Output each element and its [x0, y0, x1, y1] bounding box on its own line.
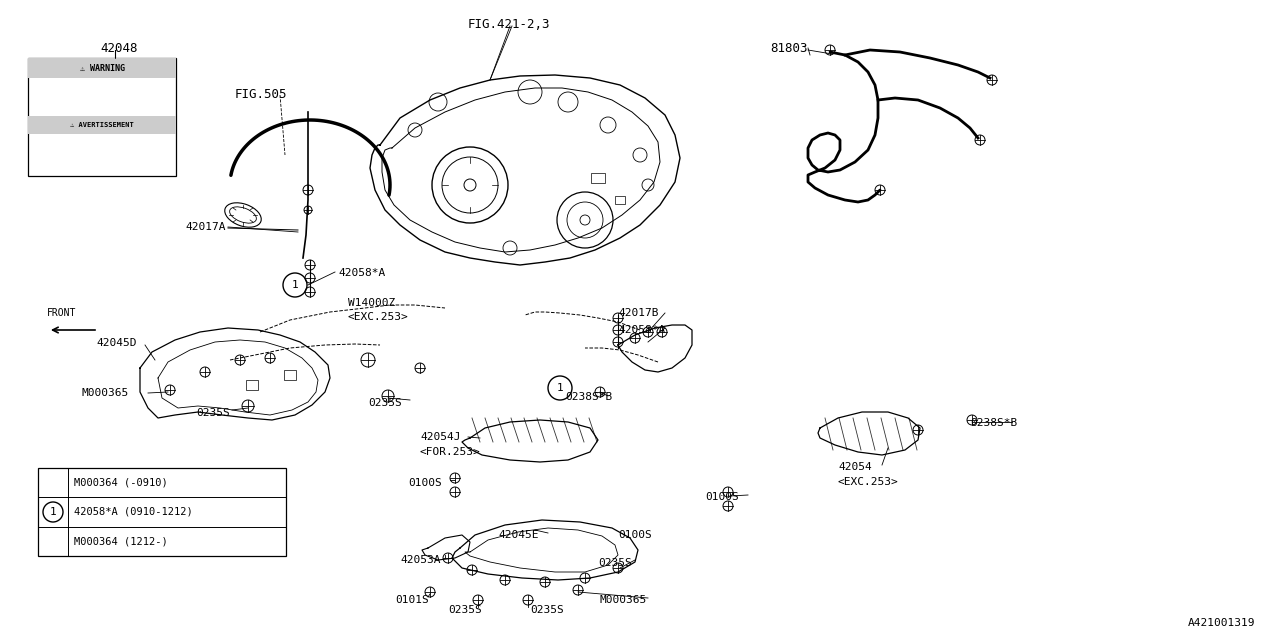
Text: 0238S*B: 0238S*B — [970, 418, 1018, 428]
Text: M000364 (-0910): M000364 (-0910) — [74, 477, 168, 488]
Text: 42058*A (0910-1212): 42058*A (0910-1212) — [74, 507, 193, 517]
Text: 42054: 42054 — [838, 462, 872, 472]
Text: 0235S: 0235S — [196, 408, 229, 418]
Text: 42058*A: 42058*A — [338, 268, 385, 278]
Text: ⚠ AVERTISSEMENT: ⚠ AVERTISSEMENT — [70, 122, 134, 128]
Text: 1: 1 — [557, 383, 563, 393]
Text: 42053A: 42053A — [399, 555, 440, 565]
Text: 0101S: 0101S — [396, 595, 429, 605]
FancyBboxPatch shape — [28, 58, 177, 176]
Text: 0235S: 0235S — [369, 398, 402, 408]
Text: 42045D: 42045D — [96, 338, 137, 348]
Text: 0100S: 0100S — [705, 492, 739, 502]
Text: 81803: 81803 — [771, 42, 808, 55]
Text: M000365: M000365 — [600, 595, 648, 605]
Text: 0235S: 0235S — [530, 605, 563, 615]
Text: W14000Z: W14000Z — [348, 298, 396, 308]
FancyBboxPatch shape — [28, 116, 177, 134]
Text: 42048: 42048 — [100, 42, 137, 55]
Text: <EXC.253>: <EXC.253> — [348, 312, 408, 322]
Text: 0238S*B: 0238S*B — [564, 392, 612, 402]
FancyBboxPatch shape — [246, 380, 259, 390]
Text: 42017B: 42017B — [618, 308, 658, 318]
FancyBboxPatch shape — [38, 468, 285, 556]
Text: 1: 1 — [50, 507, 56, 517]
Text: 0100S: 0100S — [408, 478, 442, 488]
Text: <EXC.253>: <EXC.253> — [838, 477, 899, 487]
Text: A421001319: A421001319 — [1188, 618, 1254, 628]
Text: 42017A: 42017A — [186, 222, 225, 232]
Text: <FOR.253>: <FOR.253> — [420, 447, 481, 457]
FancyBboxPatch shape — [284, 370, 296, 380]
Text: 0100S: 0100S — [618, 530, 652, 540]
FancyBboxPatch shape — [614, 196, 625, 204]
FancyBboxPatch shape — [591, 173, 605, 183]
FancyBboxPatch shape — [28, 58, 177, 78]
Text: ⚠ WARNING: ⚠ WARNING — [79, 63, 124, 72]
Text: FIG.421-2,3: FIG.421-2,3 — [468, 18, 550, 31]
Text: 1: 1 — [292, 280, 298, 290]
Text: M000364 (1212-): M000364 (1212-) — [74, 536, 168, 547]
Text: FIG.505: FIG.505 — [236, 88, 288, 101]
Text: 42054J: 42054J — [420, 432, 461, 442]
Text: M000365: M000365 — [82, 388, 129, 398]
Text: 42058*A: 42058*A — [618, 325, 666, 335]
Text: 42045E: 42045E — [498, 530, 539, 540]
Text: FRONT: FRONT — [47, 308, 77, 318]
Text: 0235S: 0235S — [448, 605, 481, 615]
Text: 0235S: 0235S — [598, 558, 632, 568]
